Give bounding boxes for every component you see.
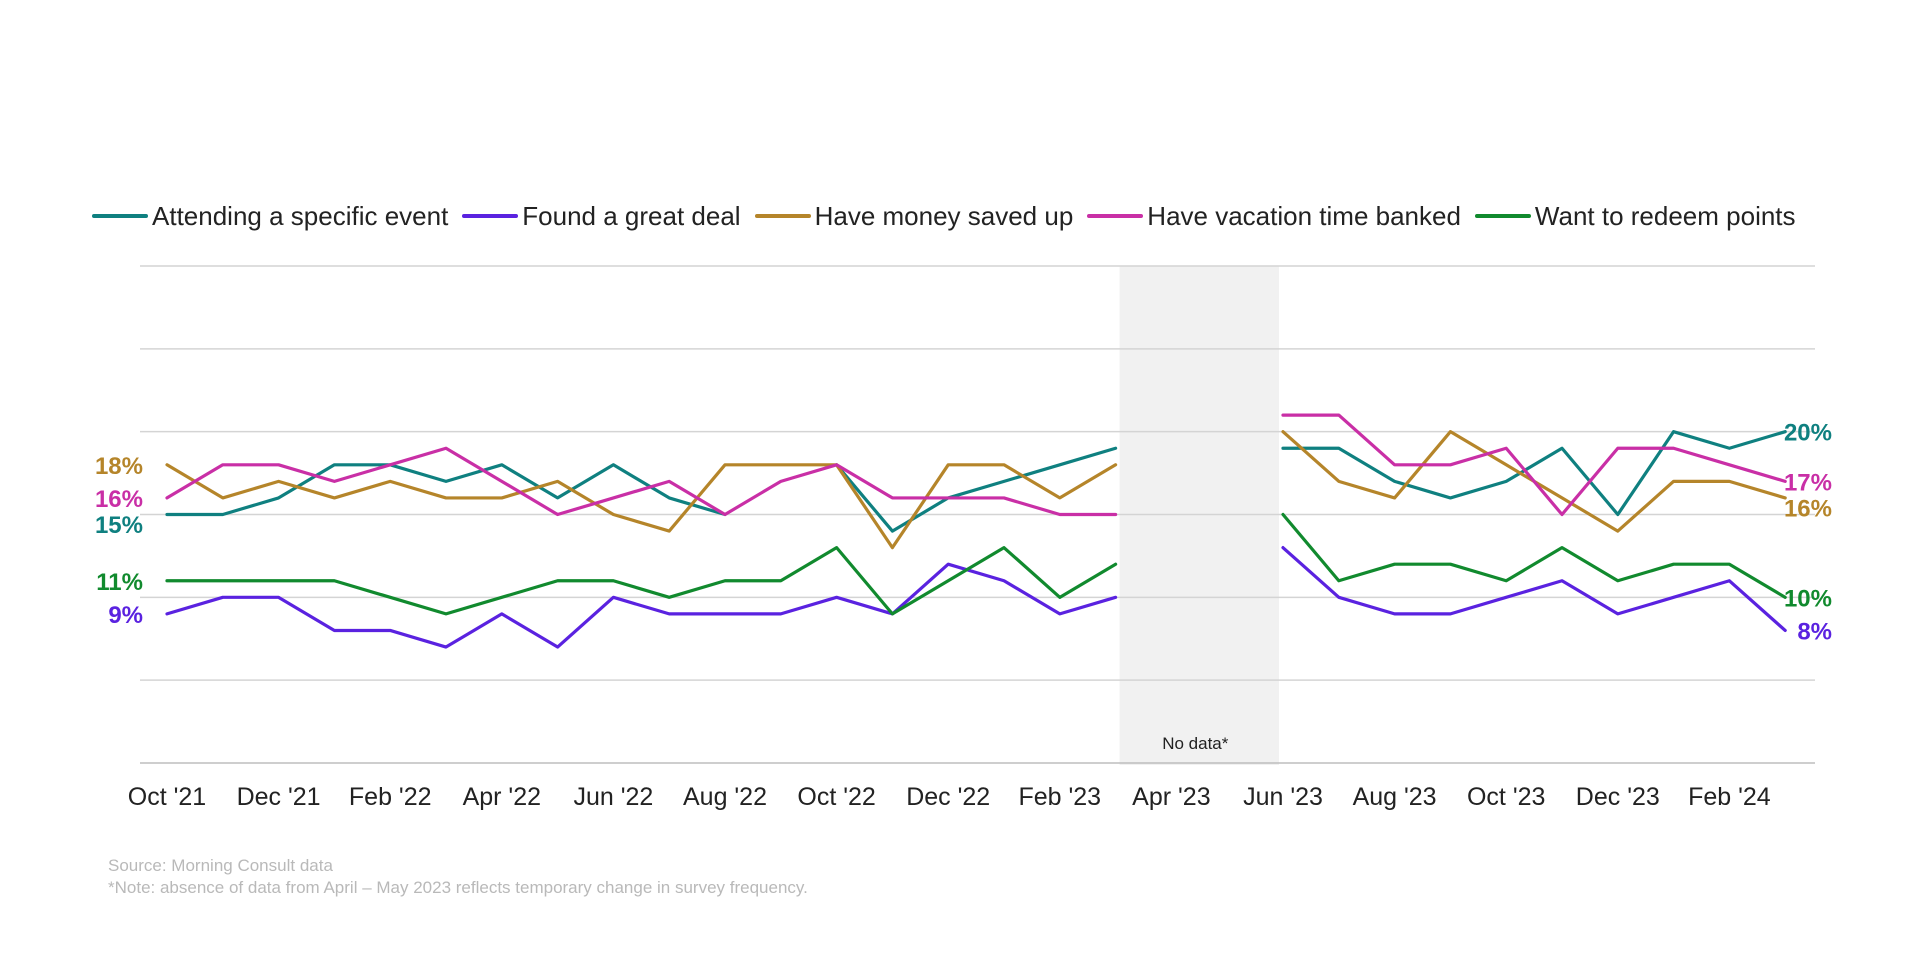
source-note: Source: Morning Consult data [108, 856, 333, 875]
legend-swatch [92, 214, 148, 218]
x-tick-label: Aug '22 [683, 783, 767, 811]
x-tick-label: Oct '23 [1467, 783, 1545, 811]
legend-label: Found a great deal [522, 200, 741, 231]
legend-swatch [1087, 214, 1144, 218]
x-tick-label: Dec '22 [906, 783, 990, 811]
x-tick-label: Oct '22 [797, 783, 875, 811]
x-tick-label: Jun '23 [1243, 783, 1323, 811]
series-line-have-vacation-time-banked [1281, 413, 1787, 517]
legend-swatch [754, 214, 811, 218]
start-value-label: 11% [96, 569, 143, 596]
series-line-attending-a-specific-event [1281, 430, 1787, 517]
x-tick-label: Feb '23 [1018, 783, 1101, 811]
no-data-band [1119, 266, 1279, 765]
legend-label: Have vacation time banked [1147, 200, 1461, 231]
chart-legend: Attending a specific event Found a great … [92, 196, 1796, 236]
series-line-attending-a-specific-event [165, 463, 727, 517]
legend-item: Have vacation time banked [1087, 201, 1461, 232]
legend-item: Attending a specific event [92, 201, 448, 232]
x-tick-label: Feb '24 [1688, 783, 1771, 811]
x-tick-label: Feb '22 [349, 783, 432, 811]
no-data-label: No data* [1162, 734, 1229, 753]
start-value-label: 9% [108, 602, 143, 629]
start-value-label: 16% [95, 486, 143, 513]
end-value-label: 8% [1797, 618, 1832, 645]
series-line-want-to-redeem-points [165, 546, 1118, 616]
legend-swatch [1474, 214, 1531, 218]
x-tick-label: Jun '22 [573, 783, 653, 811]
x-tick-label: Apr '22 [463, 783, 541, 811]
legend-swatch [462, 214, 519, 218]
legend-item: Found a great deal [462, 200, 741, 232]
end-value-label: 10% [1784, 585, 1832, 612]
x-tick-label: Dec '21 [237, 783, 321, 811]
legend-item: Want to redeem points [1474, 200, 1796, 232]
end-value-label: 17% [1784, 469, 1832, 496]
legend-label: Attending a specific event [152, 200, 449, 231]
legend-label: Want to redeem points [1534, 200, 1796, 231]
end-value-label: 20% [1784, 420, 1832, 447]
frequency-note: *Note: absence of data from April – May … [108, 878, 808, 897]
x-tick-label: Aug '23 [1353, 783, 1437, 811]
end-value-label: 16% [1784, 495, 1832, 522]
series-line-found-a-great-deal [165, 562, 1118, 649]
series-line-found-a-great-deal [1281, 546, 1787, 633]
x-tick-label: Oct '21 [128, 783, 206, 811]
legend-item: Have money saved up [754, 200, 1074, 232]
x-tick-label: Apr '23 [1132, 783, 1210, 811]
x-tick-label: Dec '23 [1576, 783, 1660, 811]
legend-label: Have money saved up [814, 200, 1074, 231]
series-line-have-money-saved-up [165, 463, 1118, 550]
start-value-label: 18% [95, 453, 143, 480]
series-line-want-to-redeem-points [1281, 512, 1787, 599]
series-line-attending-a-specific-event [834, 446, 1118, 533]
series-line-have-vacation-time-banked [165, 446, 1118, 517]
start-value-label: 15% [95, 512, 143, 539]
